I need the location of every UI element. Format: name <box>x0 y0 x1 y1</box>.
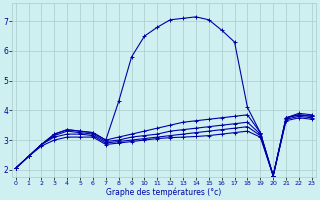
X-axis label: Graphe des températures (°c): Graphe des températures (°c) <box>106 187 221 197</box>
